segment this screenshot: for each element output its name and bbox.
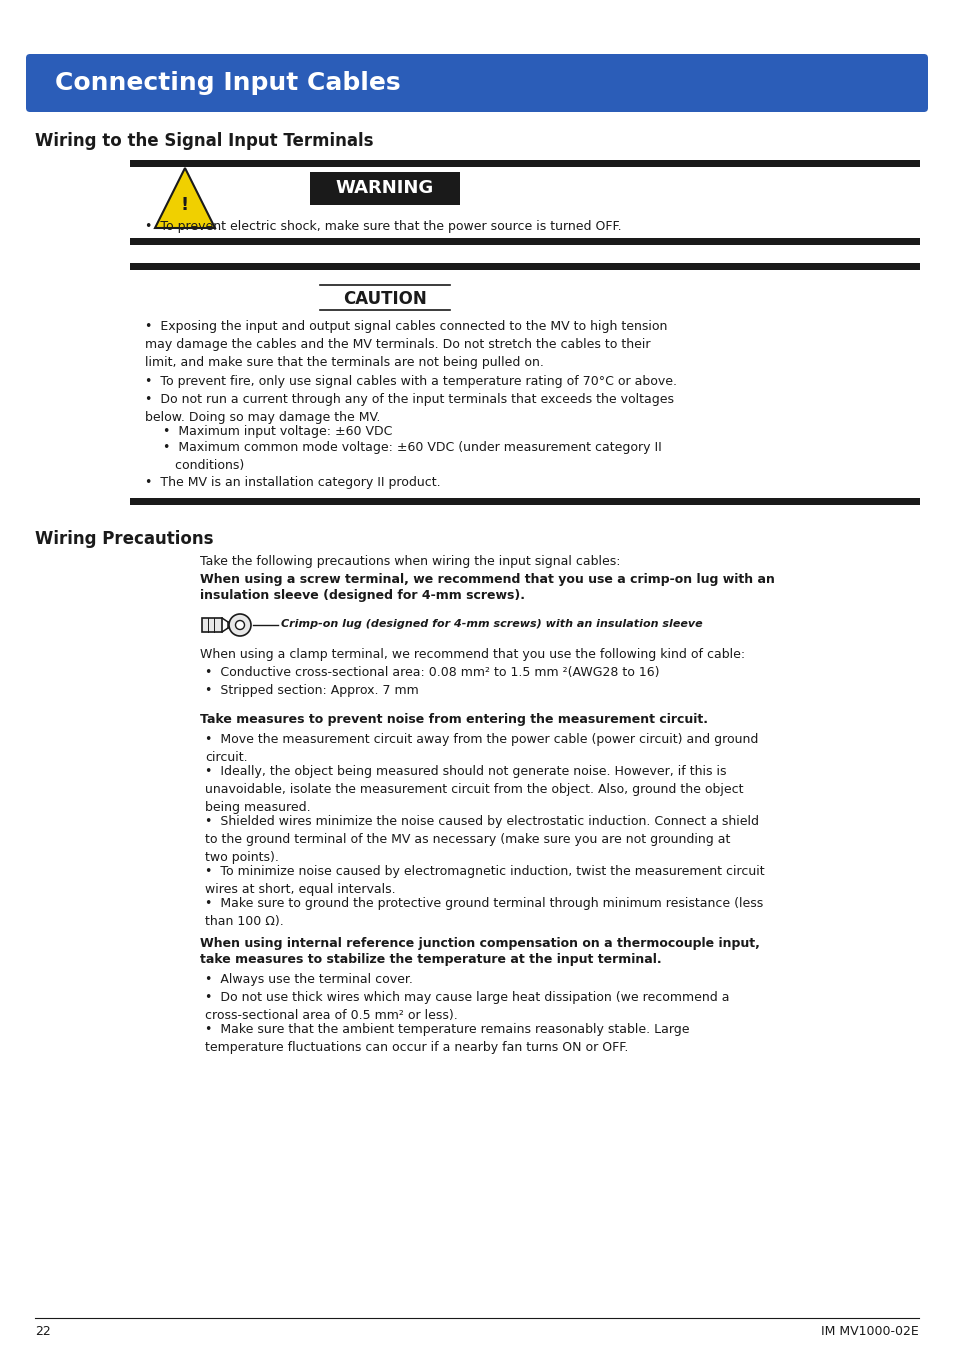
Text: •  Move the measurement circuit away from the power cable (power circuit) and gr: • Move the measurement circuit away from… [205,733,758,764]
Text: •  Maximum common mode voltage: ±60 VDC (under measurement category II
   condit: • Maximum common mode voltage: ±60 VDC (… [163,441,661,472]
Text: •  The MV is an installation category II product.: • The MV is an installation category II … [145,477,440,489]
Text: Take measures to prevent noise from entering the measurement circuit.: Take measures to prevent noise from ente… [200,713,707,726]
Text: When using a clamp terminal, we recommend that you use the following kind of cab: When using a clamp terminal, we recommen… [200,648,744,662]
Text: •  Exposing the input and output signal cables connected to the MV to high tensi: • Exposing the input and output signal c… [145,320,667,369]
Text: WARNING: WARNING [335,180,434,197]
Bar [130,263,919,270]
Text: •  Do not use thick wires which may cause large heat dissipation (we recommend a: • Do not use thick wires which may cause… [205,991,729,1022]
Text: 22: 22 [35,1324,51,1338]
FancyBboxPatch shape [26,54,927,112]
Text: When using internal reference junction compensation on a thermocouple input,: When using internal reference junction c… [200,937,760,950]
Text: •  Ideally, the object being measured should not generate noise. However, if thi: • Ideally, the object being measured sho… [205,765,742,814]
Circle shape [229,614,251,636]
Text: •  To minimize noise caused by electromagnetic induction, twist the measurement : • To minimize noise caused by electromag… [205,865,763,896]
Circle shape [235,621,244,629]
Text: Wiring to the Signal Input Terminals: Wiring to the Signal Input Terminals [35,132,374,150]
Text: •  Maximum input voltage: ±60 VDC: • Maximum input voltage: ±60 VDC [163,425,392,437]
Text: •  Shielded wires minimize the noise caused by electrostatic induction. Connect : • Shielded wires minimize the noise caus… [205,815,759,864]
Bar [130,161,919,167]
Text: Crimp-on lug (designed for 4-mm screws) with an insulation sleeve: Crimp-on lug (designed for 4-mm screws) … [281,620,702,629]
Text: •  To prevent electric shock, make sure that the power source is turned OFF.: • To prevent electric shock, make sure t… [145,220,621,234]
Text: •  Always use the terminal cover.: • Always use the terminal cover. [205,973,413,985]
Bar [130,238,919,244]
Text: !: ! [181,196,189,215]
Text: •  Do not run a current through any of the input terminals that exceeds the volt: • Do not run a current through any of th… [145,393,673,424]
Bar [310,171,459,205]
FancyBboxPatch shape [202,618,222,632]
Text: When using a screw terminal, we recommend that you use a crimp-on lug with an: When using a screw terminal, we recommen… [200,572,774,586]
Text: Connecting Input Cables: Connecting Input Cables [55,72,400,94]
Text: IM MV1000-02E: IM MV1000-02E [821,1324,918,1338]
Text: take measures to stabilize the temperature at the input terminal.: take measures to stabilize the temperatu… [200,953,661,967]
Text: •  Make sure to ground the protective ground terminal through minimum resistance: • Make sure to ground the protective gro… [205,896,762,927]
Polygon shape [154,167,214,228]
Text: •  To prevent fire, only use signal cables with a temperature rating of 70°C or : • To prevent fire, only use signal cable… [145,375,677,387]
Text: Take the following precautions when wiring the input signal cables:: Take the following precautions when wiri… [200,555,619,568]
Text: •  Make sure that the ambient temperature remains reasonably stable. Large
tempe: • Make sure that the ambient temperature… [205,1023,689,1054]
Text: Wiring Precautions: Wiring Precautions [35,531,213,548]
Text: CAUTION: CAUTION [343,290,426,308]
Text: •  Conductive cross-sectional area: 0.08 mm² to 1.5 mm ²(AWG28 to 16): • Conductive cross-sectional area: 0.08 … [205,666,659,679]
Text: insulation sleeve (designed for 4-mm screws).: insulation sleeve (designed for 4-mm scr… [200,589,524,602]
Text: •  Stripped section: Approx. 7 mm: • Stripped section: Approx. 7 mm [205,684,418,697]
Bar [130,498,919,505]
